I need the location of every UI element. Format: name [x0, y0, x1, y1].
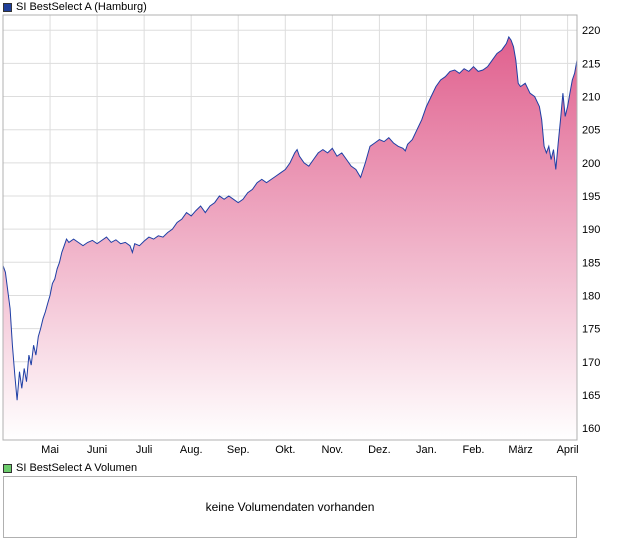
x-tick-label: Mai	[41, 444, 59, 456]
volume-panel: keine Volumendaten vorhanden	[3, 476, 577, 538]
y-tick-label: 190	[582, 224, 600, 236]
y-tick-label: 170	[582, 357, 600, 369]
x-tick-label: April	[557, 444, 579, 456]
plot-border	[2, 14, 578, 441]
y-tick-label: 165	[582, 390, 600, 402]
x-axis-ticks: Mai Juni Juli Aug. Sep. Okt. Nov. Dez. Jan. Feb. M…	[41, 444, 578, 456]
x-tick-label: Aug.	[180, 444, 203, 456]
chart-area	[2, 35, 578, 441]
x-tick-label: Nov.	[321, 444, 343, 456]
price-legend-label: SI BestSelect A (Hamburg)	[16, 1, 147, 13]
series-area-fill	[3, 36, 577, 441]
chart-frame	[2, 14, 578, 441]
y-tick-label: 195	[582, 191, 600, 203]
y-tick-label: 220	[582, 25, 600, 37]
x-tick-label: Jan.	[416, 444, 437, 456]
price-legend-swatch	[3, 2, 12, 12]
x-tick-label: Juni	[87, 444, 107, 456]
x-tick-label: Feb.	[462, 444, 484, 456]
y-tick-label: 215	[582, 58, 600, 70]
x-tick-label: März	[508, 444, 532, 456]
x-tick-label: Juli	[136, 444, 153, 456]
volume-legend-swatch	[3, 463, 12, 473]
price-chart: 160165170175180185190195200205210215220 …	[2, 14, 600, 456]
x-tick-label: Dez.	[368, 444, 391, 456]
y-tick-label: 200	[582, 158, 600, 170]
y-tick-label: 205	[582, 125, 600, 137]
y-tick-label: 160	[582, 423, 600, 435]
x-tick-label: Sep.	[227, 444, 250, 456]
y-tick-label: 180	[582, 290, 600, 302]
x-tick-label: Okt.	[275, 444, 295, 456]
no-volume-message: keine Volumendaten vorhanden	[205, 500, 375, 514]
volume-legend-label: SI BestSelect A Volumen	[16, 462, 138, 474]
y-tick-label: 185	[582, 257, 600, 269]
y-tick-label: 210	[582, 92, 600, 104]
y-tick-label: 175	[582, 324, 600, 336]
series-line	[2, 35, 578, 401]
price-legend: SI BestSelect A (Hamburg)	[3, 0, 147, 14]
volume-legend: SI BestSelect A Volumen	[3, 461, 137, 475]
y-axis-ticks: 160 165 170 175 180 185 190 195 200 205 210 215 220	[582, 25, 600, 435]
